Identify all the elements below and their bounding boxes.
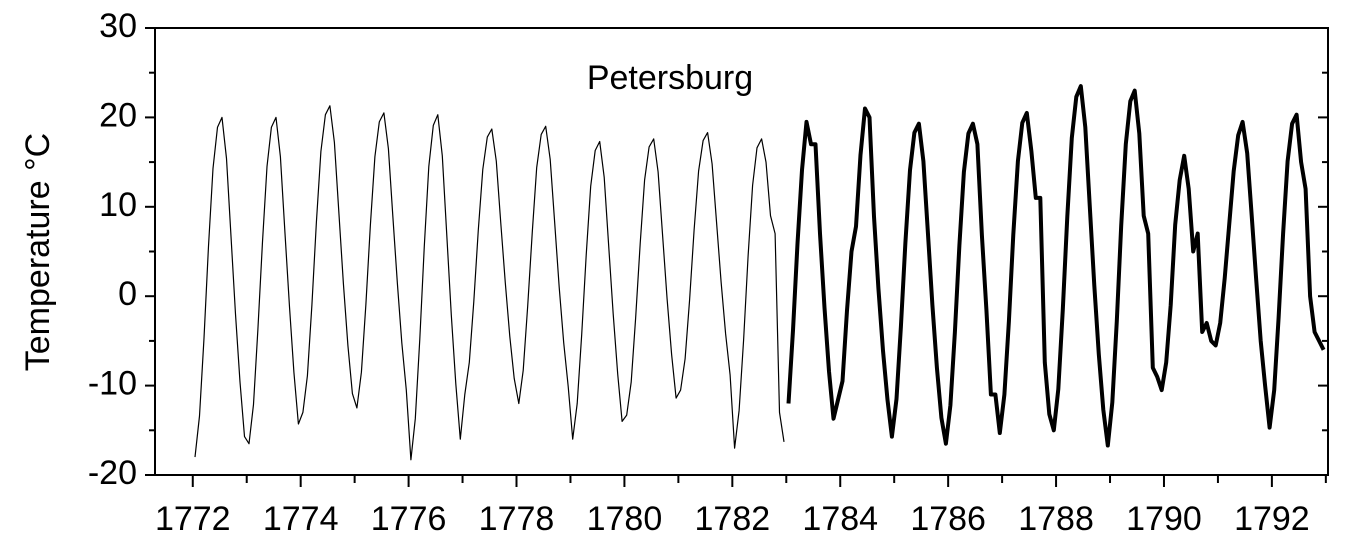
y-tick-label: -10 bbox=[88, 365, 137, 403]
x-tick-label: 1776 bbox=[371, 500, 447, 538]
x-tick-label: 1778 bbox=[479, 500, 555, 538]
x-tick-label: 1780 bbox=[587, 500, 663, 538]
x-tick-label: 1772 bbox=[155, 500, 231, 538]
y-axis-label: Temperature °C bbox=[19, 133, 57, 371]
annotation: Petersburg bbox=[587, 59, 753, 97]
x-tick-label: 1786 bbox=[910, 500, 986, 538]
series-line bbox=[786, 84, 1326, 448]
x-tick-label: 1782 bbox=[695, 500, 771, 538]
x-tick-label: 1790 bbox=[1126, 500, 1202, 538]
x-tick-label: 1774 bbox=[263, 500, 339, 538]
y-tick-label: 0 bbox=[118, 275, 137, 313]
x-tick-label: 1792 bbox=[1234, 500, 1310, 538]
x-tick-label: 1788 bbox=[1018, 500, 1094, 538]
x-tick-label: 1784 bbox=[802, 500, 878, 538]
y-tick-label: 10 bbox=[99, 186, 137, 224]
series-line bbox=[194, 105, 785, 461]
y-tick-label: 20 bbox=[99, 96, 137, 134]
y-tick-label: 30 bbox=[99, 7, 137, 45]
y-tick-label: -20 bbox=[88, 454, 137, 492]
